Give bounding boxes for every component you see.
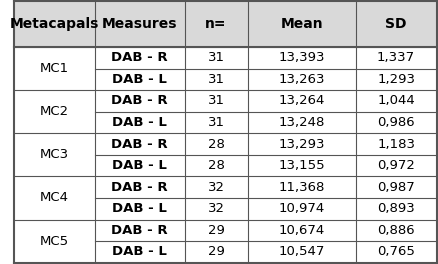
Text: DAB - R: DAB - R: [111, 51, 168, 64]
Text: Mean: Mean: [280, 17, 323, 31]
Text: MC3: MC3: [39, 148, 69, 161]
Text: 1,337: 1,337: [377, 51, 415, 64]
Text: 10,974: 10,974: [279, 202, 325, 215]
Text: MC1: MC1: [39, 62, 69, 75]
Text: MC5: MC5: [39, 234, 69, 248]
Text: 0,987: 0,987: [377, 181, 415, 194]
Text: MC2: MC2: [39, 105, 69, 118]
Text: 13,264: 13,264: [279, 95, 325, 107]
Text: 11,368: 11,368: [279, 181, 325, 194]
Text: 13,293: 13,293: [279, 138, 325, 150]
Text: 29: 29: [208, 224, 225, 237]
Text: 13,155: 13,155: [278, 159, 325, 172]
Text: 31: 31: [208, 73, 225, 86]
Text: 0,986: 0,986: [377, 116, 415, 129]
Text: 0,765: 0,765: [377, 245, 415, 258]
Text: SD: SD: [385, 17, 407, 31]
Text: DAB - R: DAB - R: [111, 95, 168, 107]
Text: 31: 31: [208, 116, 225, 129]
Text: 28: 28: [208, 138, 225, 150]
Text: DAB - R: DAB - R: [111, 224, 168, 237]
Text: 1,293: 1,293: [377, 73, 415, 86]
Text: DAB - L: DAB - L: [112, 73, 167, 86]
Text: 32: 32: [208, 181, 225, 194]
Text: DAB - L: DAB - L: [112, 116, 167, 129]
Text: 10,674: 10,674: [279, 224, 325, 237]
Text: 1,183: 1,183: [377, 138, 415, 150]
Text: 28: 28: [208, 159, 225, 172]
Text: 32: 32: [208, 202, 225, 215]
Bar: [14, 1, 437, 47]
Text: 31: 31: [208, 51, 225, 64]
Text: 31: 31: [208, 95, 225, 107]
Text: 1,044: 1,044: [377, 95, 415, 107]
Text: DAB - R: DAB - R: [111, 138, 168, 150]
Text: 0,886: 0,886: [377, 224, 415, 237]
Text: 0,893: 0,893: [377, 202, 415, 215]
Text: DAB - L: DAB - L: [112, 159, 167, 172]
Text: 13,263: 13,263: [279, 73, 325, 86]
Text: Measures: Measures: [102, 17, 177, 31]
Text: MC4: MC4: [39, 191, 69, 204]
Text: DAB - L: DAB - L: [112, 245, 167, 258]
Text: 10,547: 10,547: [279, 245, 325, 258]
Text: Metacapals: Metacapals: [9, 17, 99, 31]
Text: 13,393: 13,393: [279, 51, 325, 64]
Text: DAB - R: DAB - R: [111, 181, 168, 194]
Text: n=: n=: [205, 17, 227, 31]
Text: DAB - L: DAB - L: [112, 202, 167, 215]
Text: 29: 29: [208, 245, 225, 258]
Text: 0,972: 0,972: [377, 159, 415, 172]
Text: 13,248: 13,248: [279, 116, 325, 129]
